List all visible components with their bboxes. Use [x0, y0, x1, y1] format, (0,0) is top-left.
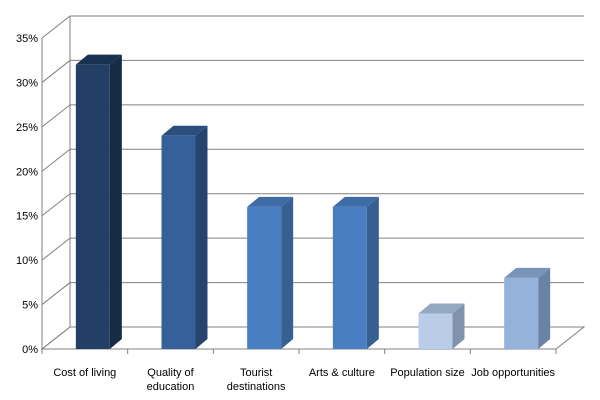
bar-top [332, 196, 379, 207]
x-category-label-line: Job opportunities [471, 367, 555, 379]
y-tick-label: 20% [16, 166, 38, 178]
bar-side [452, 303, 465, 349]
bar-side [538, 267, 551, 349]
bar-top [161, 125, 208, 136]
gridline-side [41, 148, 71, 172]
bar-side [281, 196, 294, 349]
bar [161, 125, 208, 349]
y-tick-label: 30% [16, 77, 38, 89]
gridline-side [41, 237, 71, 261]
gridline-side [41, 104, 71, 128]
gridline-side [41, 60, 71, 83]
bar [504, 267, 551, 349]
y-tick-label: 35% [16, 33, 38, 45]
gridline-side [41, 193, 71, 217]
bar [247, 196, 294, 349]
bar [75, 54, 122, 350]
x-category-label-line: Population size [390, 367, 465, 379]
bar-top [418, 303, 465, 314]
bar-side [109, 54, 122, 350]
bar-front [418, 313, 453, 349]
y-tick-label: 25% [16, 122, 38, 134]
y-tick-label: 10% [16, 255, 38, 267]
bar-front [504, 277, 539, 349]
x-category-label-line: Arts & culture [309, 367, 375, 379]
y-tick-label: 15% [16, 211, 38, 223]
y-axis-tick-labels: 0% 5% 10% 15% 20% 25% 30% 35% [16, 33, 38, 356]
x-category-label-line: education [147, 381, 195, 393]
x-category-label: Tourist destinations [227, 367, 286, 393]
floor [40, 326, 586, 350]
bar-side [195, 125, 208, 349]
bar-front [75, 64, 110, 350]
bar-side [366, 196, 379, 349]
x-category-label-line: Quality of [147, 367, 194, 379]
y-tick-label: 0% [22, 344, 38, 356]
x-category-label: Job opportunities [471, 367, 555, 379]
x-category-label: Quality of education [147, 367, 195, 393]
x-category-label-line: Tourist [240, 367, 272, 379]
x-axis-category-labels: Cost of living Quality of education Tourist… [53, 367, 555, 393]
gridline-side [41, 15, 71, 39]
x-category-label: Arts & culture [309, 367, 375, 379]
bar [332, 196, 379, 349]
bar-top [75, 54, 122, 65]
bar-front [247, 206, 282, 349]
x-category-label-line: Cost of living [53, 367, 116, 379]
gridlines [41, 15, 584, 350]
bar-top [504, 267, 551, 278]
gridline-side [41, 282, 71, 305]
bar-front [161, 135, 196, 349]
axes [40, 16, 586, 354]
bar-top [247, 196, 294, 207]
bars [75, 54, 551, 350]
x-category-label-line: destinations [227, 381, 286, 393]
bar [418, 303, 465, 349]
y-tick-label: 5% [22, 300, 38, 312]
bar-front [332, 206, 367, 349]
x-category-label: Cost of living [53, 367, 116, 379]
x-category-label: Population size [390, 367, 465, 379]
